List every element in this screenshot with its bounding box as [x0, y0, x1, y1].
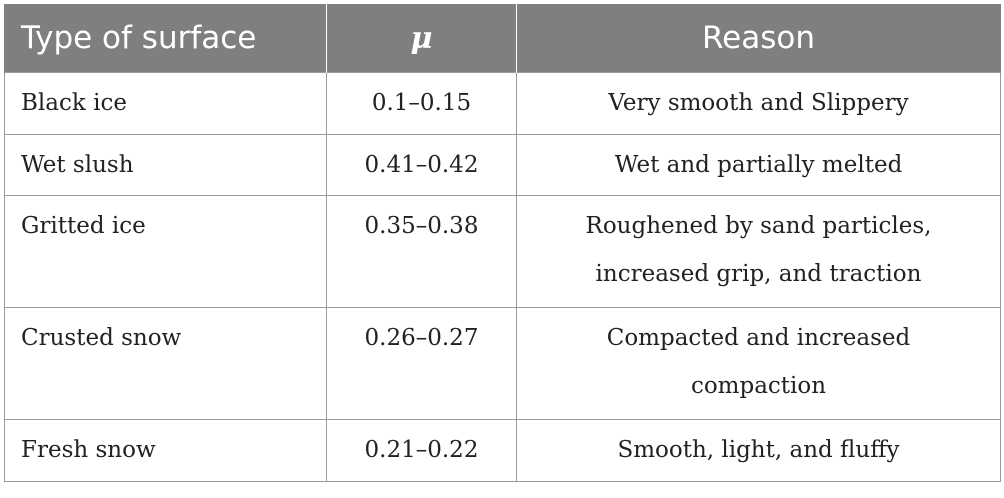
reason-cell: Wet and partially melted	[516, 133, 1001, 197]
reason-line: increased grip, and traction	[595, 261, 922, 288]
table-row: Fresh snow 0.21–0.22 Smooth, light, and …	[4, 419, 1001, 482]
surface-cell: Fresh snow	[4, 419, 327, 482]
reason-line: Smooth, light, and fluffy	[617, 437, 900, 464]
surface-cell: Gritted ice	[4, 195, 327, 309]
header-type-of-surface: Type of surface	[4, 4, 327, 73]
surface-cell: Wet slush	[4, 133, 327, 197]
mu-cell: 0.21–0.22	[326, 419, 517, 482]
table-header: Type of surface μ Reason	[4, 4, 1001, 73]
reason-cell: Compacted and increased compaction	[516, 307, 1001, 421]
friction-coefficient-table: Type of surface μ Reason Black ice 0.1–0…	[4, 4, 1001, 482]
mu-cell: 0.35–0.38	[326, 195, 517, 309]
reason-line: Roughened by sand particles,	[585, 213, 932, 240]
surface-cell: Black ice	[4, 72, 327, 135]
table-row: Black ice 0.1–0.15 Very smooth and Slipp…	[4, 72, 1001, 135]
mu-cell: 0.41–0.42	[326, 133, 517, 197]
table-body: Black ice 0.1–0.15 Very smooth and Slipp…	[4, 72, 1001, 482]
table-row: Crusted snow 0.26–0.27 Compacted and inc…	[4, 307, 1001, 421]
mu-cell: 0.1–0.15	[326, 72, 517, 135]
mu-cell: 0.26–0.27	[326, 307, 517, 421]
table-row: Wet slush 0.41–0.42 Wet and partially me…	[4, 133, 1001, 197]
header-row: Type of surface μ Reason	[4, 4, 1001, 73]
reason-line: Very smooth and Slippery	[608, 90, 909, 116]
surface-cell: Crusted snow	[4, 307, 327, 421]
header-reason: Reason	[516, 4, 1001, 73]
reason-line: Compacted and increased	[606, 325, 911, 352]
reason-line: Wet and partially melted	[614, 151, 903, 178]
reason-line: compaction	[690, 373, 827, 400]
reason-cell: Smooth, light, and fluffy	[516, 419, 1001, 482]
table-row: Gritted ice 0.35–0.38 Roughened by sand …	[4, 195, 1001, 309]
reason-cell: Very smooth and Slippery	[516, 72, 1001, 135]
reason-cell: Roughened by sand particles, increased g…	[516, 195, 1001, 309]
header-mu: μ	[326, 4, 517, 73]
